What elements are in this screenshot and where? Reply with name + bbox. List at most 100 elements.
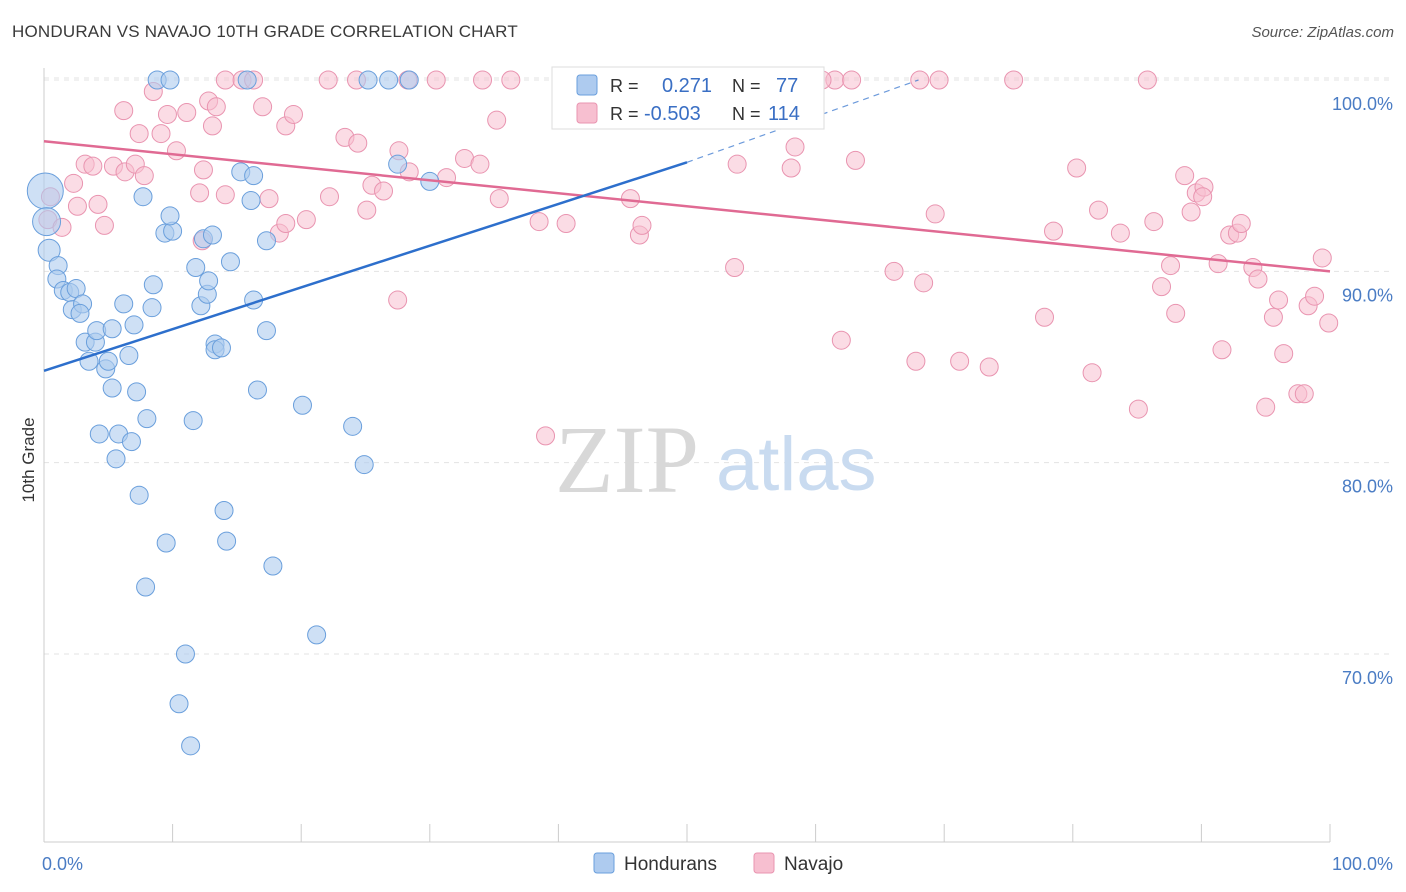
hondurans-point xyxy=(121,432,141,452)
legend-n-label-navajo: N = xyxy=(732,104,761,124)
navajo-point xyxy=(283,104,303,124)
navajo-point xyxy=(253,97,273,117)
navajo-point xyxy=(529,212,549,232)
hondurans-point xyxy=(169,694,189,714)
hondurans-point xyxy=(202,225,222,245)
navajo-point xyxy=(1212,340,1232,360)
bottom-legend-hondurans-swatch xyxy=(593,852,615,874)
navajo-point xyxy=(296,210,316,230)
hondurans-point xyxy=(119,346,139,366)
hondurans-point xyxy=(399,70,419,90)
navajo-point xyxy=(1175,166,1195,186)
hondurans-point xyxy=(183,411,203,431)
navajo-point xyxy=(388,290,408,310)
navajo-point xyxy=(276,214,296,233)
navajo-point xyxy=(206,97,226,117)
hondurans-point xyxy=(211,338,231,358)
hondurans-point xyxy=(244,166,264,186)
navajo-point xyxy=(979,357,999,377)
navajo-swatch xyxy=(576,102,598,124)
legend-r-label-hondurans: R = xyxy=(610,76,639,96)
hondurans-trend-line xyxy=(43,161,688,373)
navajo-point xyxy=(1231,214,1251,233)
navajo-point xyxy=(1067,158,1087,178)
x-tick-label: 100.0% xyxy=(1332,854,1393,874)
navajo-point xyxy=(1137,70,1157,90)
navajo-point xyxy=(1004,70,1024,90)
source-label: Source: ZipAtlas.com xyxy=(1251,24,1394,41)
legend-r-value-navajo: -0.503 xyxy=(644,103,701,125)
navajo-point xyxy=(1294,384,1314,404)
hondurans-point xyxy=(102,319,122,339)
navajo-point xyxy=(177,103,197,123)
navajo-point xyxy=(884,261,904,281)
hondurans-point xyxy=(354,455,374,475)
hondurans-point xyxy=(388,154,408,174)
y-tick-label: 100.0% xyxy=(1332,94,1393,114)
navajo-point xyxy=(83,156,103,176)
navajo-point xyxy=(1248,269,1268,289)
navajo-point xyxy=(348,133,368,153)
navajo-point xyxy=(1193,187,1213,207)
navajo-point xyxy=(129,124,149,144)
navajo-point xyxy=(925,204,945,224)
navajo-point xyxy=(1263,307,1283,327)
navajo-point xyxy=(1274,344,1294,364)
navajo-point xyxy=(1152,277,1172,297)
navajo-point xyxy=(67,196,87,216)
navajo-point xyxy=(190,183,210,203)
hondurans-swatch xyxy=(576,74,598,96)
navajo-point xyxy=(215,70,235,90)
navajo-point xyxy=(215,185,235,205)
navajo-point xyxy=(725,258,745,278)
hondurans-point xyxy=(89,424,109,444)
tick-labels: 70.0% 80.0% 90.0% 100.0% 0.0% 100.0% xyxy=(42,94,1393,874)
navajo-point xyxy=(727,154,747,174)
hondurans-point xyxy=(181,736,201,756)
navajo-point xyxy=(845,150,865,170)
navajo-point xyxy=(1110,223,1130,243)
hondurans-point xyxy=(160,206,180,226)
hondurans-point xyxy=(70,303,90,323)
hondurans-point xyxy=(358,70,378,90)
hondurans-point xyxy=(156,533,176,553)
navajo-point xyxy=(1089,200,1109,220)
navajo-point xyxy=(1319,313,1339,333)
navajo-point xyxy=(470,154,490,174)
hondurans-point xyxy=(220,252,240,272)
hondurans-point xyxy=(307,625,327,645)
hondurans-point xyxy=(256,321,276,341)
hondurans-point xyxy=(124,315,144,335)
navajo-point xyxy=(489,189,509,209)
navajo-point xyxy=(151,124,171,144)
navajo-point xyxy=(556,214,576,233)
navajo-point xyxy=(929,70,949,90)
y-axis-label: 10th Grade xyxy=(19,417,38,502)
hondurans-point xyxy=(175,644,195,664)
navajo-point xyxy=(1082,363,1102,383)
navajo-point xyxy=(1181,202,1201,222)
navajo-point xyxy=(1161,256,1181,276)
legend-r-value-hondurans: 0.271 xyxy=(662,75,712,97)
navajo-point xyxy=(831,330,851,350)
watermark-atlas: atlas xyxy=(716,422,877,507)
hondurans-point xyxy=(142,298,162,318)
watermark-zip: ZIP xyxy=(555,406,699,513)
navajo-point xyxy=(950,351,970,371)
navajo-point xyxy=(437,168,457,188)
hondurans-point xyxy=(32,207,62,237)
hondurans-point xyxy=(102,378,122,398)
navajo-point xyxy=(1044,221,1064,241)
legend-n-label-hondurans: N = xyxy=(732,76,761,96)
navajo-point xyxy=(157,104,177,124)
hondurans-point xyxy=(256,231,276,251)
navajo-point xyxy=(318,70,338,90)
hondurans-point xyxy=(114,294,134,314)
y-tick-label: 80.0% xyxy=(1342,477,1393,497)
hondurans-point xyxy=(241,191,261,211)
navajo-point xyxy=(620,189,640,209)
hondurans-point xyxy=(343,416,363,436)
legend-n-value-navajo: 114 xyxy=(768,103,800,125)
hondurans-point xyxy=(26,172,64,210)
navajo-point xyxy=(536,426,556,446)
